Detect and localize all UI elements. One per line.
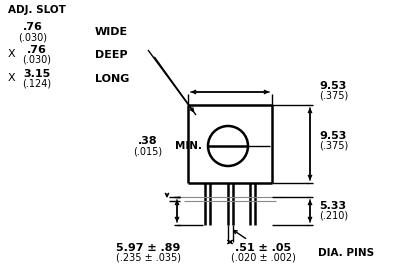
Text: ADJ. SLOT: ADJ. SLOT [8, 5, 66, 15]
Text: (.030): (.030) [22, 55, 52, 65]
Text: .38: .38 [138, 136, 158, 146]
Text: (.030): (.030) [18, 32, 48, 42]
Text: 9.53: 9.53 [319, 81, 346, 91]
Text: (.015): (.015) [134, 146, 162, 156]
Text: LONG: LONG [95, 74, 129, 84]
Text: (.375): (.375) [319, 141, 348, 151]
Text: (.124): (.124) [22, 79, 52, 89]
Text: 5.33: 5.33 [319, 201, 346, 211]
Text: .76: .76 [27, 45, 47, 55]
Text: .76: .76 [23, 22, 43, 32]
Text: 5.97 ± .89: 5.97 ± .89 [116, 243, 180, 253]
Text: (.375): (.375) [319, 91, 348, 101]
Text: (.210): (.210) [319, 211, 348, 221]
Text: DEEP: DEEP [95, 50, 128, 60]
Text: X: X [8, 73, 16, 83]
Text: MIN.: MIN. [175, 141, 202, 151]
Text: DIA. PINS: DIA. PINS [318, 248, 374, 258]
Text: WIDE: WIDE [95, 27, 128, 37]
Text: .51 ± .05: .51 ± .05 [235, 243, 291, 253]
Text: X: X [8, 49, 16, 59]
Text: 3.15: 3.15 [23, 69, 51, 79]
Text: (.020 ± .002): (.020 ± .002) [230, 253, 296, 263]
Text: 9.53: 9.53 [319, 131, 346, 141]
Text: (.235 ± .035): (.235 ± .035) [116, 253, 180, 263]
